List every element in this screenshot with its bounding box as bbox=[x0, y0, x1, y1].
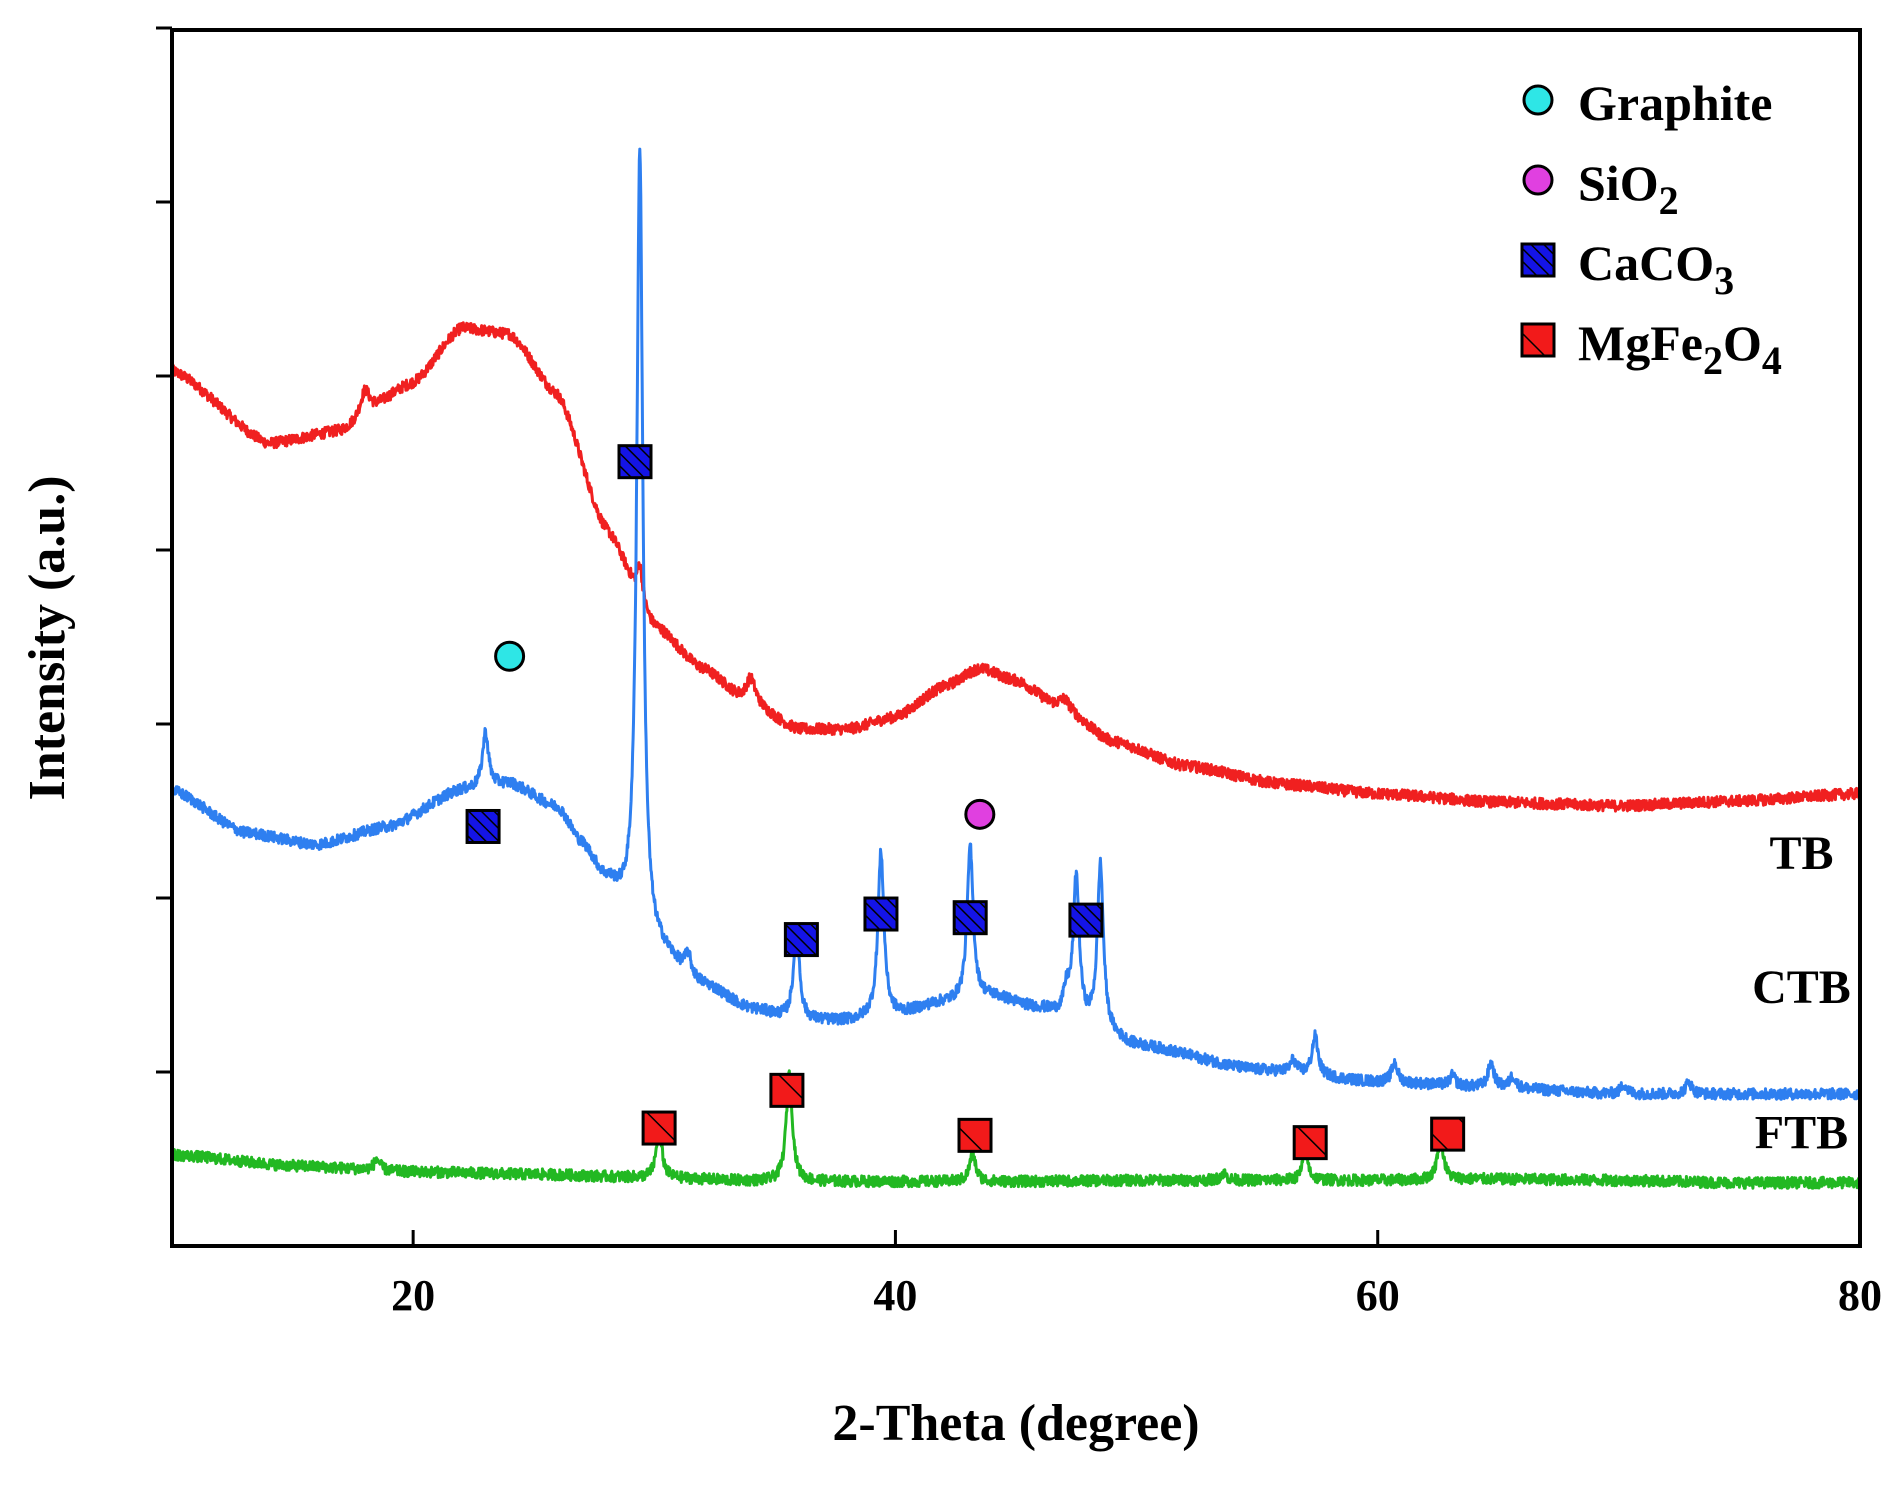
series-label-ctb: CTB bbox=[1752, 961, 1851, 1014]
legend-label-caco3: CaCO3 bbox=[1578, 235, 1734, 303]
legend-label-sio2: SiO2 bbox=[1578, 155, 1679, 223]
legend-label-mgfe2o4: MgFe2O4 bbox=[1578, 315, 1782, 383]
x-tick-label-20: 20 bbox=[391, 1271, 435, 1320]
phase-marker-mgfe2o4 bbox=[957, 1117, 993, 1153]
series-line-ftb bbox=[170, 1069, 1862, 1190]
plot-series bbox=[170, 147, 1862, 1190]
x-axis-ticks: 20 40 60 80 bbox=[391, 1230, 1882, 1320]
x-tick-label-80: 80 bbox=[1838, 1271, 1882, 1320]
phase-markers bbox=[465, 444, 1466, 1161]
plot-frame bbox=[170, 28, 1862, 1248]
phase-marker-mgfe2o4 bbox=[1430, 1116, 1466, 1152]
phase-marker-caco3 bbox=[617, 444, 653, 480]
phase-marker-mgfe2o4 bbox=[641, 1110, 677, 1146]
phase-marker-caco3 bbox=[952, 900, 988, 936]
legend-marker-mgfe2o4 bbox=[1520, 322, 1556, 358]
legend-marker-sio2 bbox=[1522, 164, 1554, 196]
x-tick-label-60: 60 bbox=[1356, 1271, 1400, 1320]
legend: Graphite SiO2 CaCO3 MgFe2O4 bbox=[1520, 75, 1782, 383]
phase-marker-caco3 bbox=[863, 896, 899, 932]
legend-marker-graphite bbox=[1522, 84, 1554, 116]
y-axis-title: Intensity (a.u.) bbox=[19, 475, 76, 800]
series-line-ctb bbox=[170, 147, 1862, 1101]
series-label-ftb: FTB bbox=[1755, 1107, 1848, 1160]
phase-marker-graphite bbox=[494, 640, 526, 672]
phase-marker-caco3 bbox=[1068, 902, 1104, 938]
phase-marker-caco3 bbox=[465, 808, 501, 844]
legend-label-graphite: Graphite bbox=[1578, 75, 1772, 131]
phase-marker-mgfe2o4 bbox=[769, 1072, 805, 1108]
series-labels: TB CTB FTB bbox=[1752, 827, 1851, 1160]
phase-marker-caco3 bbox=[783, 922, 819, 958]
series-line-tb bbox=[170, 321, 1862, 813]
y-axis-ticks bbox=[156, 26, 172, 1074]
x-axis-title: 2-Theta (degree) bbox=[832, 1395, 1199, 1452]
phase-marker-mgfe2o4 bbox=[1292, 1125, 1328, 1161]
legend-marker-caco3 bbox=[1520, 242, 1556, 278]
phase-marker-sio2 bbox=[964, 798, 996, 830]
series-label-tb: TB bbox=[1769, 827, 1833, 880]
x-tick-label-40: 40 bbox=[873, 1271, 917, 1320]
